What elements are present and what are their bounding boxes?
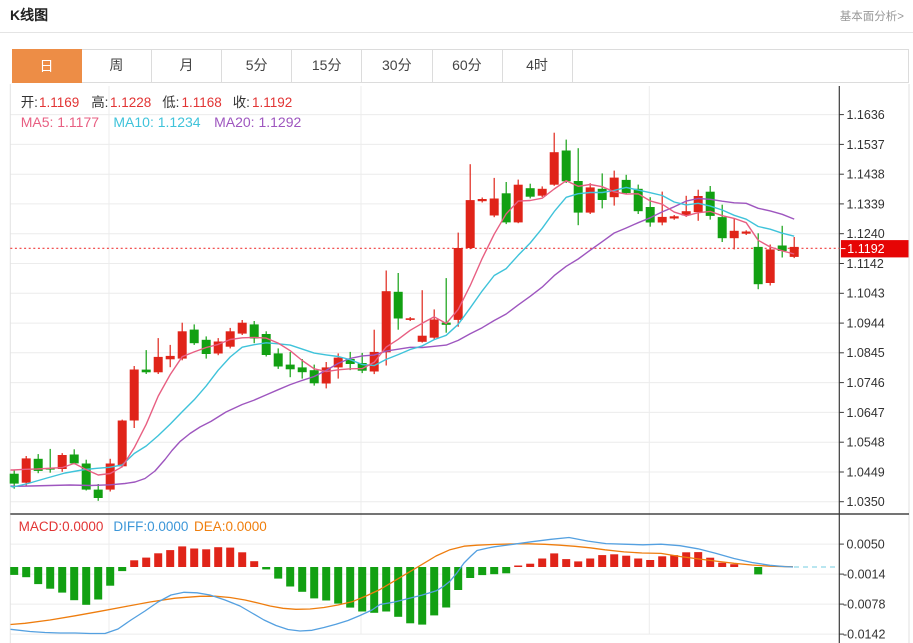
svg-text:1.1168: 1.1168 [182,95,222,110]
svg-text:DIFF:0.0000: DIFF:0.0000 [113,519,188,534]
svg-text:1.0548: 1.0548 [847,436,885,450]
svg-text:1.0746: 1.0746 [847,376,885,390]
svg-text:1.1192: 1.1192 [252,95,292,110]
svg-text:1.1228: 1.1228 [110,95,151,110]
svg-text:MA5: 1.1177: MA5: 1.1177 [21,114,100,130]
svg-text:-0.0078: -0.0078 [843,598,885,612]
svg-text:MA20: 1.1292: MA20: 1.1292 [214,114,301,130]
svg-text:1.1142: 1.1142 [847,257,884,271]
svg-text:低:: 低: [162,95,179,110]
svg-text:1.1438: 1.1438 [847,168,885,182]
svg-text:1.1636: 1.1636 [847,108,885,122]
svg-text:1.1240: 1.1240 [847,227,885,241]
svg-text:1.1537: 1.1537 [847,138,885,152]
svg-text:开:: 开: [21,95,38,110]
svg-text:1.0944: 1.0944 [847,317,885,331]
svg-text:0.0050: 0.0050 [847,538,885,552]
svg-text:1.1192: 1.1192 [847,242,884,256]
svg-text:-0.0142: -0.0142 [843,628,885,642]
svg-text:MACD:0.0000: MACD:0.0000 [19,519,104,534]
svg-text:1.0449: 1.0449 [847,465,885,479]
svg-text:-0.0014: -0.0014 [843,568,885,582]
svg-text:收:: 收: [233,95,250,110]
svg-text:MA10: 1.1234: MA10: 1.1234 [113,114,200,130]
svg-text:1.1043: 1.1043 [847,287,885,301]
svg-text:1.0647: 1.0647 [847,406,885,420]
svg-text:DEA:0.0000: DEA:0.0000 [194,519,267,534]
svg-text:1.0845: 1.0845 [847,346,885,360]
svg-text:1.0350: 1.0350 [847,495,885,509]
svg-text:1.1339: 1.1339 [847,197,885,211]
svg-text:高:: 高: [91,94,108,110]
svg-text:1.1169: 1.1169 [39,95,79,110]
